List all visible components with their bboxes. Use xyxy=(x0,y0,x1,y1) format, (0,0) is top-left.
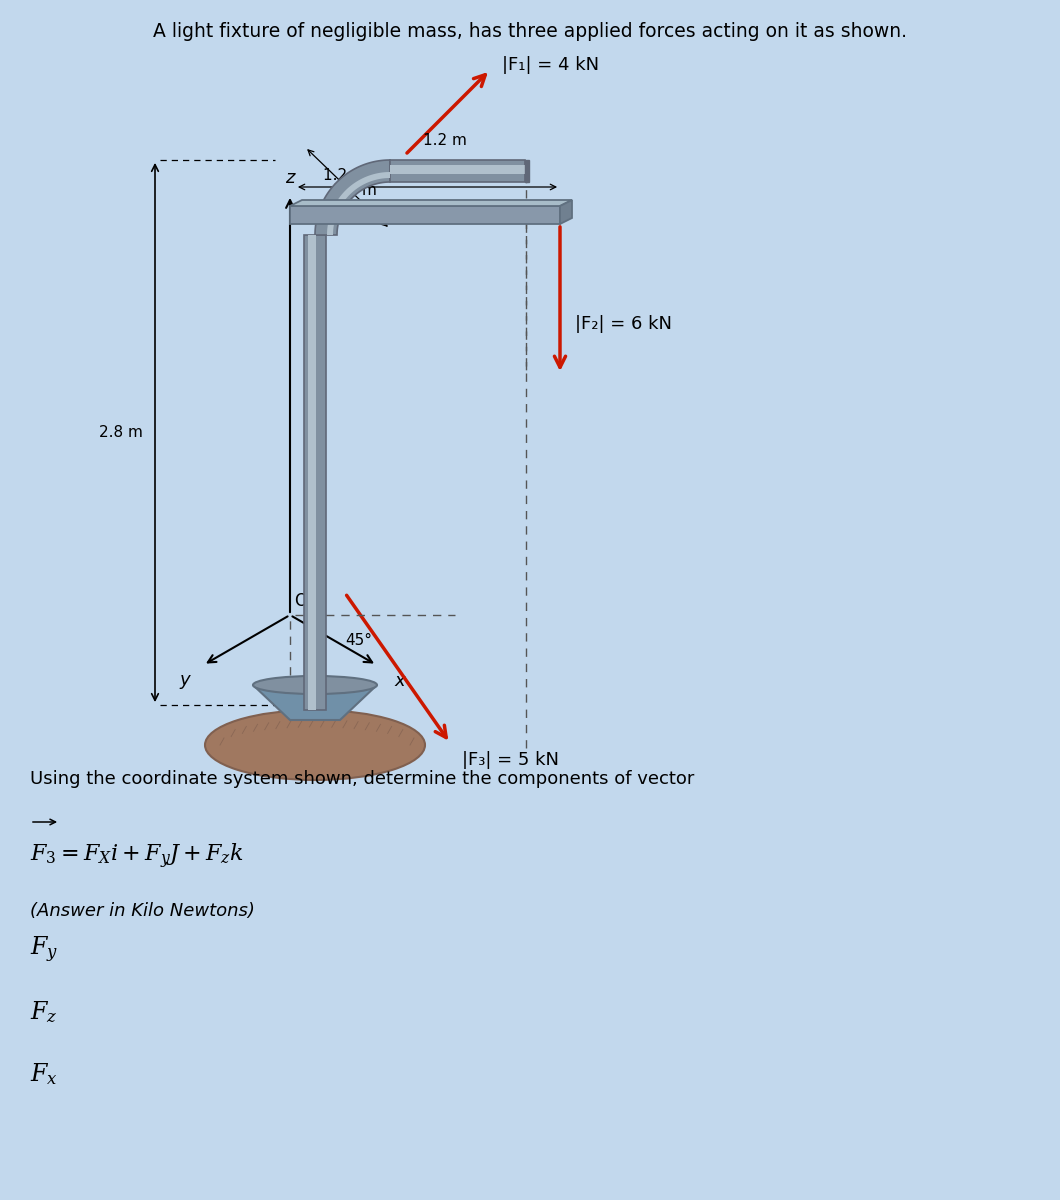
Bar xyxy=(290,206,560,224)
Polygon shape xyxy=(315,160,390,235)
Bar xyxy=(308,235,316,710)
Text: |F₁| = 4 kN: |F₁| = 4 kN xyxy=(502,56,599,74)
Text: x: x xyxy=(394,672,405,690)
Polygon shape xyxy=(253,685,377,720)
Ellipse shape xyxy=(253,676,377,694)
Text: $F_x$: $F_x$ xyxy=(30,1061,58,1087)
Bar xyxy=(304,235,326,710)
Bar xyxy=(390,166,525,174)
Text: O: O xyxy=(294,592,307,610)
Text: |F₂| = 6 kN: |F₂| = 6 kN xyxy=(575,316,672,334)
Text: y: y xyxy=(180,671,191,689)
Polygon shape xyxy=(560,200,572,224)
Text: $F_3 = F_Xi + F_yJ + F_zk$: $F_3 = F_Xi + F_yJ + F_zk$ xyxy=(30,842,244,871)
Bar xyxy=(525,160,529,182)
Text: 1.2 m: 1.2 m xyxy=(323,168,367,184)
Ellipse shape xyxy=(205,710,425,780)
Polygon shape xyxy=(290,200,572,206)
Text: z: z xyxy=(285,169,295,187)
Text: 45°: 45° xyxy=(344,634,372,648)
Text: 1.2 m: 1.2 m xyxy=(423,133,467,148)
Bar xyxy=(390,160,525,182)
Text: |F₃| = 5 kN: |F₃| = 5 kN xyxy=(462,751,559,769)
Text: $F_y$: $F_y$ xyxy=(30,935,58,965)
Polygon shape xyxy=(326,172,390,235)
Text: 1.2 m: 1.2 m xyxy=(333,184,377,198)
Text: Using the coordinate system shown, determine the components of vector: Using the coordinate system shown, deter… xyxy=(30,770,694,788)
Text: $F_z$: $F_z$ xyxy=(30,1000,57,1025)
Text: (Answer in Kilo Newtons): (Answer in Kilo Newtons) xyxy=(30,902,254,920)
Text: A light fixture of negligible mass, has three applied forces acting on it as sho: A light fixture of negligible mass, has … xyxy=(153,22,907,41)
Text: 2.8 m: 2.8 m xyxy=(100,425,143,440)
